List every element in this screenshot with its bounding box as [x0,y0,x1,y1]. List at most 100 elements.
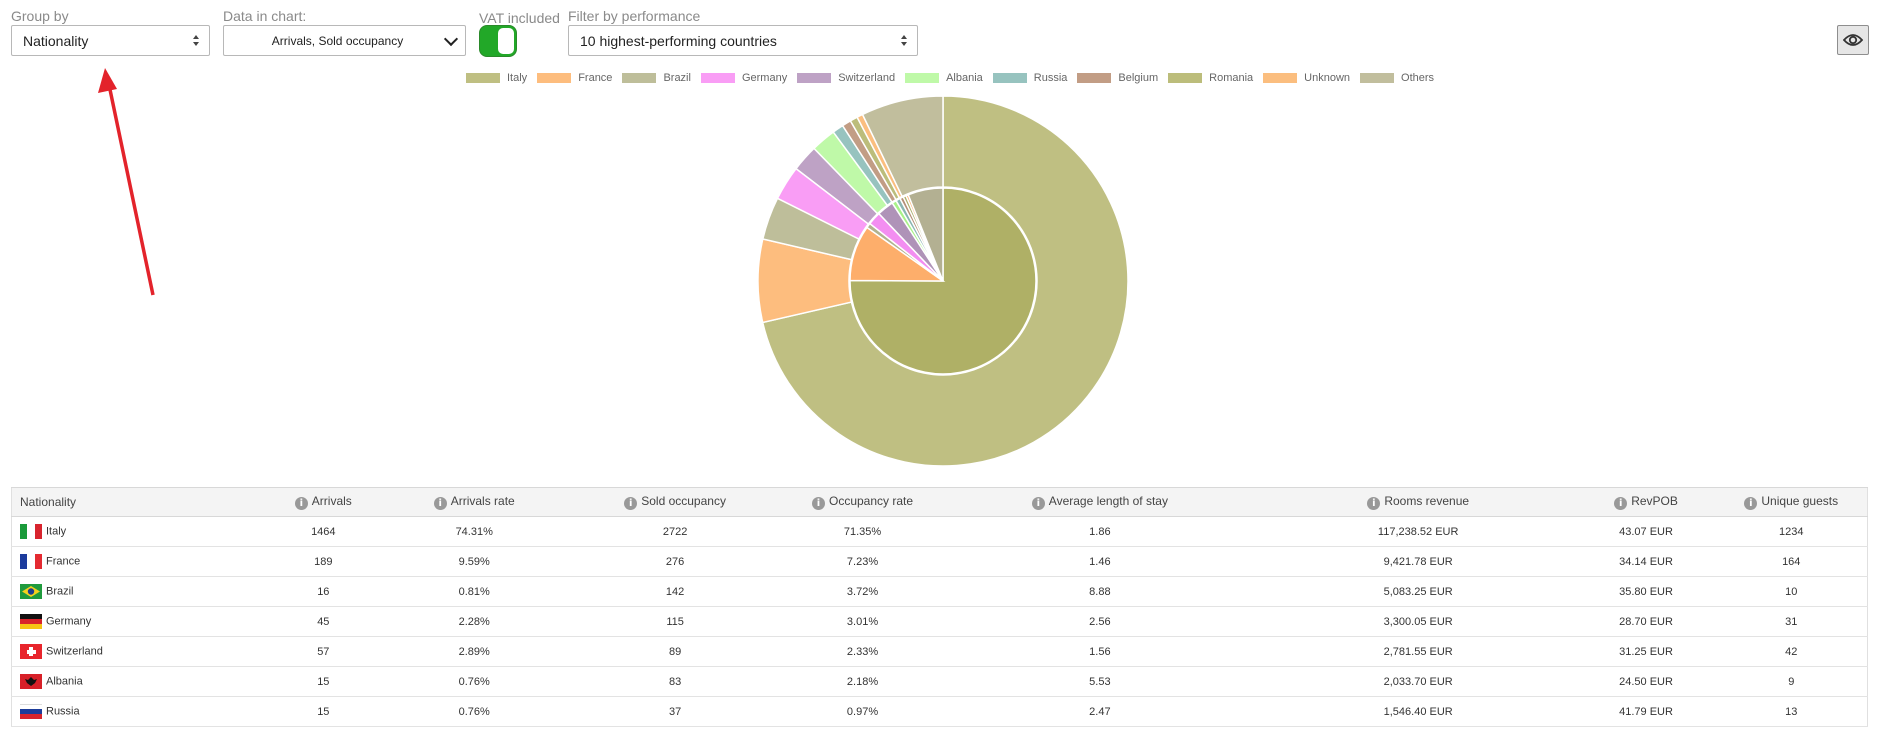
legend-swatch [1077,73,1112,83]
legend-swatch [1168,73,1203,83]
cell-average-length-of-stay: 1.86 [939,516,1260,547]
cell-unique-guests: 164 [1715,546,1868,577]
legend-item-albania[interactable]: Albania [905,72,983,84]
info-icon[interactable]: i [1031,497,1045,510]
legend-swatch [537,73,572,83]
column-header-rooms-revenue[interactable]: i Rooms revenue [1259,487,1577,517]
legend-item-others[interactable]: Others [1360,72,1434,84]
cell-revpob: 28.70 EUR [1576,606,1716,637]
column-header-label: Rooms revenue [1384,494,1470,508]
table-row-switzerland[interactable]: Switzerland 57 2.89% 89 2.33% 1.56 2,781.55 EU… [11,636,1868,667]
cell-occupancy-rate: 2.18% [785,666,940,697]
column-header-unique-guests[interactable]: i Unique guests [1715,487,1868,517]
cell-revpob: 31.25 EUR [1576,636,1716,667]
info-icon[interactable]: i [294,497,308,510]
legend-label: Germany [741,72,788,84]
nationality-cell: Italy [11,516,264,547]
legend-item-switzerland[interactable]: Switzerland [797,72,895,84]
legend-label: Unknown [1304,72,1351,84]
eye-icon [1843,34,1863,46]
info-icon[interactable]: i [624,497,638,510]
cell-revpob: 24.50 EUR [1576,666,1716,697]
cell-occupancy-rate: 2.33% [785,636,940,667]
cell-occupancy-rate: 71.35% [785,516,940,547]
filter-select[interactable]: 10 highest-performing countries [568,25,918,56]
legend-item-germany[interactable]: Germany [700,72,788,84]
country-name: France [46,555,81,568]
cell-arrivals-rate: 9.59% [383,546,566,577]
legend-swatch [466,73,500,83]
info-icon[interactable]: i [433,497,447,510]
column-header-label: Unique guests [1761,494,1839,508]
cell-average-length-of-stay: 2.47 [939,696,1260,727]
inner-slice-italy[interactable] [849,187,1037,375]
column-header-label: Nationality [20,495,77,509]
table-row-albania[interactable]: Albania 15 0.76% 83 2.18% 5.53 2,033.70 EUR 24.… [11,666,1868,697]
cell-unique-guests: 31 [1715,606,1868,637]
column-header-arrivals-rate[interactable]: i Arrivals rate [383,487,566,517]
column-header-label: RevPOB [1631,494,1678,508]
select-arrows-icon [191,34,201,48]
column-header-nationality[interactable]: Nationality [11,487,264,517]
table-row-brazil[interactable]: Brazil 16 0.81% 142 3.72% 8.88 5,083.25 EUR 35.… [11,576,1868,607]
legend-item-france[interactable]: France [537,72,612,84]
outer-slice-italy[interactable] [761,95,1129,467]
cell-unique-guests: 10 [1715,576,1868,607]
legend-item-russia[interactable]: Russia [992,72,1068,84]
cell-sold-occupancy: 89 [565,636,786,667]
cell-occupancy-rate: 3.01% [785,606,940,637]
cell-unique-guests: 13 [1715,696,1868,727]
group-by-label: Group by [11,8,69,24]
nationality-cell: Switzerland [11,636,264,667]
legend-label: Russia [1033,72,1068,84]
column-header-arrivals[interactable]: i Arrivals [263,487,384,517]
cell-sold-occupancy: 2722 [565,516,786,547]
legend-swatch [622,73,657,83]
legend-item-belgium[interactable]: Belgium [1077,72,1158,84]
nationality-cell: Germany [11,606,264,637]
column-header-label: Sold occupancy [641,494,726,508]
data-in-chart-select[interactable]: Arrivals, Sold occupancy [223,25,466,56]
column-header-sold-occupancy[interactable]: i Sold occupancy [565,487,786,517]
table-row-italy[interactable]: Italy 1464 74.31% 2722 71.35% 1.86 117,238.52 … [11,516,1868,547]
table-row-russia[interactable]: Russia 15 0.76% 37 0.97% 2.47 1,546.40 EUR 41.7… [11,696,1868,727]
legend-item-brazil[interactable]: Brazil [622,72,691,84]
cell-revpob: 41.79 EUR [1576,696,1716,727]
column-header-average-length-of-stay[interactable]: i Average length of stay [939,487,1260,517]
cell-average-length-of-stay: 1.46 [939,546,1260,577]
toggle-view-button[interactable] [1837,25,1869,55]
cell-rooms-revenue: 5,083.25 EUR [1259,576,1577,607]
legend-item-unknown[interactable]: Unknown [1263,72,1350,84]
cell-unique-guests: 9 [1715,666,1868,697]
info-icon[interactable]: i [1744,497,1758,510]
cell-arrivals-rate: 2.28% [383,606,566,637]
table-row-germany[interactable]: Germany 45 2.28% 115 3.01% 2.56 3,300.05 EUR 28… [11,606,1868,637]
cell-unique-guests: 1234 [1715,516,1868,547]
country-name: Germany [46,615,92,628]
group-by-value: Nationality [23,32,89,49]
vat-toggle[interactable] [479,25,517,57]
column-header-label: Arrivals [311,494,352,508]
outer-slice-others[interactable] [861,95,944,198]
inner-slice-others[interactable] [907,187,944,282]
nationality-table: Nationality i Arrivals i Arrivals rate i Sold … [11,487,1868,727]
info-icon[interactable]: i [1614,497,1628,510]
info-icon[interactable]: i [1367,497,1381,510]
column-header-label: Arrivals rate [450,494,515,508]
group-by-select[interactable]: Nationality [11,25,210,56]
cell-arrivals: 15 [263,666,384,697]
france-flag-icon [20,554,42,569]
table-row-france[interactable]: France 189 9.59% 276 7.23% 1.46 9,421.78 EUR 34… [11,546,1868,577]
legend-item-romania[interactable]: Romania [1168,72,1253,84]
filter-value: 10 highest-performing countries [580,32,777,49]
info-icon[interactable]: i [811,497,825,510]
country-name: Switzerland [46,645,103,658]
legend-item-italy[interactable]: Italy [466,72,527,84]
legend-label: Others [1401,72,1435,84]
data-in-chart-label: Data in chart: [223,8,307,24]
legend-label: Italy [507,72,528,84]
cell-sold-occupancy: 142 [565,576,786,607]
column-header-occupancy-rate[interactable]: i Occupancy rate [785,487,940,517]
column-header-revpob[interactable]: i RevPOB [1576,487,1716,517]
chevron-down-icon [443,31,459,46]
